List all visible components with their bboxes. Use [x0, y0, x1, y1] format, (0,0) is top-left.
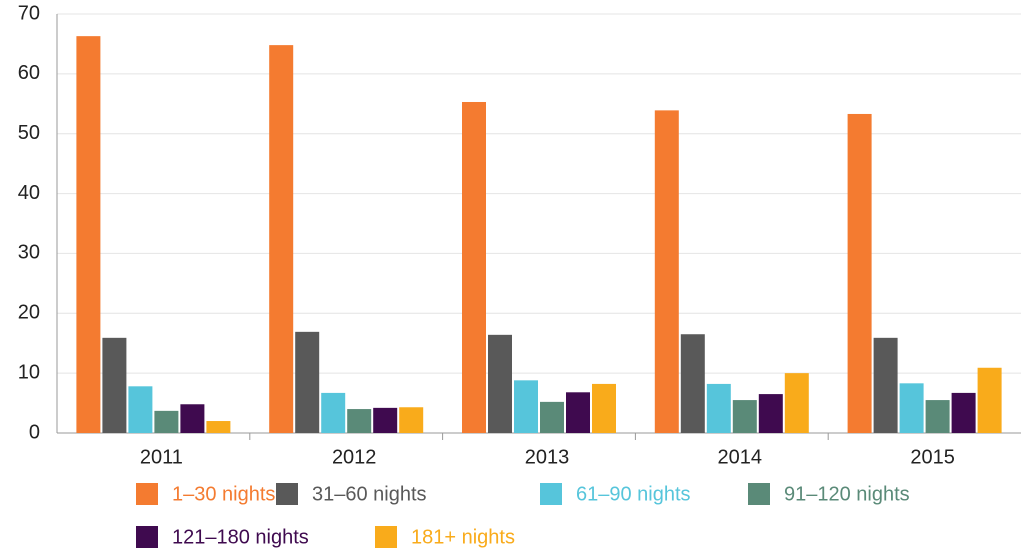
bar: [758, 394, 783, 433]
y-tick-label: 30: [18, 242, 40, 264]
y-tick-label: 20: [18, 302, 40, 324]
bar: [951, 392, 976, 433]
bar: [76, 36, 101, 433]
bar: [873, 337, 898, 433]
x-tick-label: 2011: [140, 446, 183, 468]
bar: [154, 410, 179, 433]
legend-label: 91–120 nights: [784, 483, 910, 505]
bar: [295, 331, 320, 433]
bar: [514, 380, 538, 433]
bar: [654, 110, 679, 434]
bar: [566, 392, 590, 433]
bar: [373, 407, 398, 433]
bar: [206, 421, 231, 433]
x-tick-label: 2012: [332, 446, 377, 468]
bar: [347, 409, 372, 433]
legend-swatch: [748, 483, 770, 505]
x-tick-label: 2015: [910, 446, 955, 468]
y-tick-label: 40: [18, 182, 40, 204]
y-tick-label: 60: [18, 62, 40, 84]
bar: [102, 337, 127, 433]
legend-swatch: [375, 526, 397, 548]
legend-label: 31–60 nights: [312, 483, 427, 505]
y-tick-label: 50: [18, 122, 40, 144]
bar: [899, 383, 924, 433]
bar: [540, 401, 564, 433]
legend-label: 121–180 nights: [172, 526, 309, 548]
bar: [321, 392, 346, 433]
legend-label: 181+ nights: [411, 526, 515, 548]
bar: [462, 101, 486, 434]
x-tick-label: 2014: [718, 446, 763, 468]
legend-swatch: [136, 483, 158, 505]
bar: [128, 386, 153, 433]
legend-swatch: [276, 483, 298, 505]
bar: [269, 45, 294, 434]
legend-swatch: [540, 483, 562, 505]
legend-swatch: [136, 526, 158, 548]
bar: [180, 404, 205, 433]
legend-label: 1–30 nights: [172, 483, 275, 505]
bar: [847, 113, 872, 433]
bar: [925, 400, 950, 433]
y-tick-label: 0: [29, 421, 40, 443]
bar: [977, 367, 1002, 433]
bar: [680, 334, 705, 433]
bar: [732, 400, 757, 433]
y-tick-label: 10: [18, 361, 40, 383]
y-tick-label: 70: [18, 2, 40, 24]
legend-label: 61–90 nights: [576, 483, 691, 505]
x-tick-label: 2013: [525, 446, 570, 468]
bar: [592, 383, 616, 433]
bar: [488, 334, 512, 433]
bar: [706, 383, 731, 433]
bar: [784, 373, 809, 433]
bar: [399, 407, 424, 433]
